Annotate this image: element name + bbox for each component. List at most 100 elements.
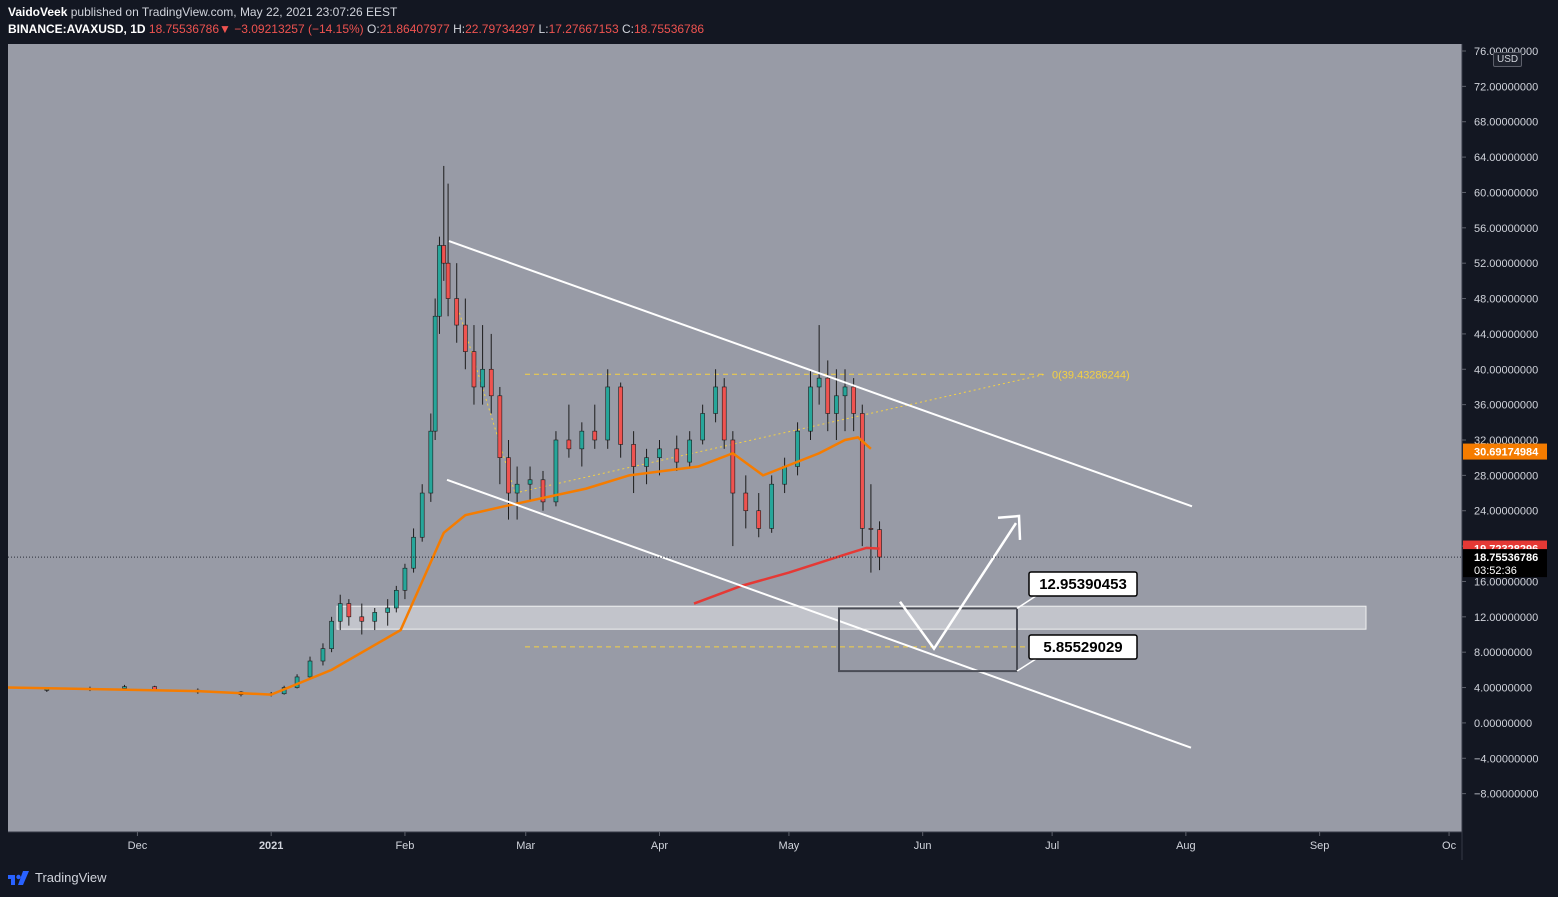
time-tick-label: Feb [395,840,414,852]
candle-body [514,483,520,494]
candle-body [540,479,546,503]
price-tick-label: 8.00000000 [1474,647,1532,659]
author-name[interactable]: VaidoVeek [8,5,68,19]
channel-upper-line [448,240,1193,508]
candle-body [471,351,477,388]
price-tick-label: −8.00000000 [1474,789,1539,801]
fib-level-label: 0(39.43286244) [1052,369,1130,381]
close-label: C: [621,22,634,36]
candle-body [721,386,727,441]
candle-body [359,616,365,622]
price-tick-label: 64.00000000 [1474,152,1538,164]
candle-body [329,620,334,649]
price-tick-label: 52.00000000 [1474,258,1538,270]
price-tick-label: 44.00000000 [1474,329,1538,341]
candle-body [605,386,611,441]
box-top-callout-box [1028,571,1138,597]
candle-body [553,439,559,503]
ohlc-legend: BINANCE:AVAXUSD, 1D 18.75536786▼ −3.0921… [8,22,704,36]
candle-body [816,377,822,388]
candle-body [674,448,680,463]
candle-body [441,245,447,264]
candle-body [868,528,874,530]
candle-body [877,529,882,558]
candle-body [713,386,718,414]
time-tick-label: Mar [516,840,535,852]
box-bottom-callout-label: 5.85529029 [1043,639,1122,656]
price-tick-label: 0.00000000 [1474,718,1532,730]
low-value: 17.27667153 [548,22,619,36]
candle-body [402,567,408,591]
price-tick-label: 36.00000000 [1474,400,1538,412]
candle-body [454,298,460,326]
projected-path [898,522,1018,651]
candle-body [372,612,378,622]
open-value: 21.86407977 [379,22,450,36]
candle-body [657,448,662,458]
price-tick-label: 12.00000000 [1474,612,1538,624]
plot-area [8,44,1462,832]
high-value: 22.79734297 [465,22,536,36]
time-tick-label: Sep [1310,840,1330,852]
tradingview-branding[interactable]: TradingView [8,870,107,885]
down-arrow-icon: ▼ [219,22,231,36]
moving-average-orange [7,435,872,696]
candle-body [851,386,856,414]
price-tick-label: 56.00000000 [1474,223,1538,235]
price-tick-label: 40.00000000 [1474,364,1538,376]
price-tag-label: 30.69174984 [1474,447,1539,459]
box-bottom-callout-box [1028,634,1138,660]
candle-body [445,262,451,299]
candle-body [337,603,343,622]
published-text: published on TradingView.com, May 22, 20… [70,5,398,19]
candle-body [769,483,774,529]
time-tick-label: May [779,840,800,852]
candle-body [497,395,503,458]
price-tick-label: 60.00000000 [1474,187,1538,199]
time-tick-label: Apr [651,840,668,852]
fib-trend-line-down [454,298,516,494]
candle-body [463,324,468,352]
time-tick-label: Oc [1442,840,1457,852]
candle-body [825,377,831,414]
target-box [838,607,1018,673]
candle-body [782,466,787,485]
currency-badge[interactable]: USD [1493,52,1523,67]
candle-body [730,439,736,494]
brand-name: TradingView [35,870,107,885]
candle-body [756,510,762,529]
candle-body [122,686,127,689]
candle-body [385,607,390,613]
candle-body [631,444,636,467]
open-label: O: [367,22,380,36]
candle-body [307,660,313,678]
high-label: H: [453,22,466,36]
candle-body [743,492,749,512]
candle-body [795,430,800,467]
time-tick-label: 2021 [259,840,283,852]
candle-body [346,603,352,618]
time-tick-label: Jun [914,840,932,852]
fib-trend-line-up [514,373,1046,494]
last-price: 18.75536786 [148,22,219,36]
candle-body [842,386,848,397]
close-value: 18.75536786 [633,22,705,36]
candle-body [411,536,416,569]
price-tick-label: 4.00000000 [1474,683,1532,695]
time-tick-label: Dec [128,840,148,852]
candle-body [506,457,511,494]
price-tick-label: 24.00000000 [1474,506,1538,518]
price-tag-bg [1463,549,1547,578]
candle-body [419,492,425,538]
price-tick-label: 48.00000000 [1474,294,1538,306]
moving-average-red [693,546,880,605]
symbol-label[interactable]: BINANCE:AVAXUSD, 1D [8,22,146,36]
countdown-label: 03:52:36 [1474,565,1517,577]
candle-body [834,395,839,414]
candle-body [859,413,865,529]
candle-body [428,430,434,494]
candle-body [592,430,598,441]
candle-body [320,648,326,662]
tradingview-logo-icon [8,870,29,885]
